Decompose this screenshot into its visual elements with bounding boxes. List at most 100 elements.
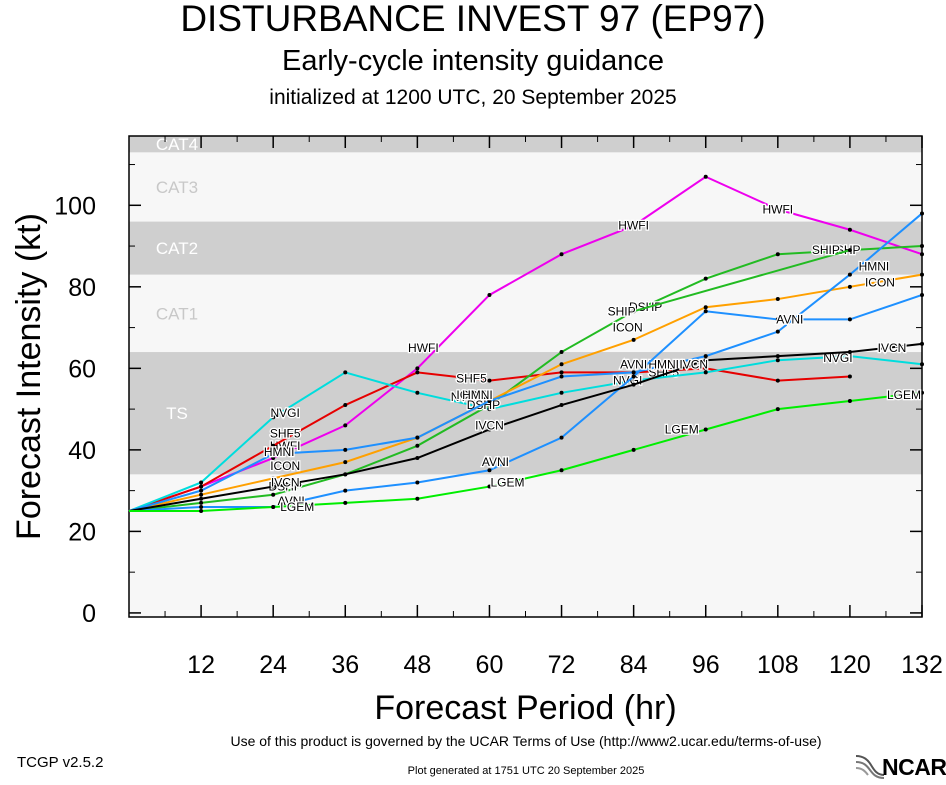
band-label-cat2: CAT2 <box>156 239 198 258</box>
data-point-ivcn <box>775 354 780 359</box>
series-label-icon: ICON <box>865 276 895 290</box>
data-point-hmni <box>271 451 276 456</box>
band-label-cat4: CAT4 <box>156 135 198 154</box>
data-point-icon <box>703 305 708 310</box>
data-point-nvgi <box>487 407 492 412</box>
data-point-hmni <box>920 211 924 216</box>
data-point-ivcn <box>271 484 276 489</box>
series-label-hmni: HMNI <box>859 259 890 273</box>
data-point-hwfi <box>920 252 924 257</box>
data-point-lgem <box>271 504 276 509</box>
series-line-ship <box>633 249 851 313</box>
series-label-ship: SHIP <box>608 304 636 318</box>
series-label-lgem: LGEM <box>280 500 314 514</box>
data-point-nvgi <box>271 415 276 420</box>
data-point-shf5 <box>847 374 852 379</box>
series-label-hwfi: HWFI <box>762 202 793 216</box>
data-point-dshp <box>775 252 780 257</box>
ncar-logo-text: NCAR <box>882 754 946 780</box>
x-tick-label: 132 <box>901 651 943 679</box>
series-label-icon: ICON <box>613 321 643 335</box>
series-label-avni: AVNI <box>620 357 647 371</box>
series-line-ivcn <box>128 342 923 513</box>
series-label-avni: AVNI <box>776 312 803 326</box>
series-lgem: LGEM LGEM LGEM LGEM <box>129 387 924 515</box>
data-point-hwfi <box>847 227 852 232</box>
series-label-icon: ICON <box>270 459 300 473</box>
band-cat2 <box>129 221 922 275</box>
x-tick-label: 108 <box>757 651 799 679</box>
data-point-nvgi <box>415 390 420 395</box>
series-ship: SHIP SHIP <box>606 242 852 320</box>
series-label-ivcn: IVCN <box>475 418 504 432</box>
data-point-lgem <box>415 496 420 501</box>
series-label-lgem: LGEM <box>665 422 699 436</box>
data-point-hmni <box>415 435 420 440</box>
data-point-nvgi <box>920 362 924 367</box>
band-label-cat3: CAT3 <box>156 178 198 197</box>
data-point-ivcn <box>847 350 852 355</box>
data-point-shf5 <box>199 484 204 489</box>
x-tick-label: 36 <box>331 651 359 679</box>
data-point-shf5 <box>559 370 564 375</box>
data-point-hwfi <box>559 252 564 257</box>
data-point-lgem <box>920 390 924 395</box>
data-point-dshp <box>271 492 276 497</box>
data-point-avni <box>920 292 924 297</box>
data-point-nvgi <box>631 378 636 383</box>
series-label-lgem: LGEM <box>887 388 921 402</box>
data-point-hwfi <box>487 292 492 297</box>
band-label-ts: TS <box>166 404 188 423</box>
data-point-lgem <box>775 407 780 412</box>
data-point-dshp <box>703 276 708 281</box>
data-point-ship <box>847 248 852 253</box>
data-point-icon <box>199 492 204 497</box>
y-axis-title: Forecast Intensity (kt) <box>10 213 48 540</box>
data-point-shf5 <box>487 378 492 383</box>
data-point-shf5 <box>703 366 708 371</box>
data-point-hwfi <box>703 174 708 179</box>
data-point-dshp <box>920 244 924 249</box>
generated-time: Plot generated at 1751 UTC 20 September … <box>407 765 645 777</box>
data-point-lgem <box>631 447 636 452</box>
data-point-nvgi <box>559 390 564 395</box>
series-icon: ICON ICON ICON ICON <box>128 272 924 512</box>
y-tick-label: 40 <box>68 437 96 465</box>
y-tick-label: 20 <box>68 518 96 546</box>
data-point-shf5 <box>271 443 276 448</box>
data-point-nvgi <box>199 480 204 485</box>
data-point-lgem <box>703 427 708 432</box>
data-point-shf5 <box>415 370 420 375</box>
data-point-icon <box>343 460 348 465</box>
y-tick-label: 100 <box>54 192 96 220</box>
data-point-ivcn <box>631 382 636 387</box>
ncar-logo: NCAR <box>854 750 946 785</box>
data-point-lgem <box>847 398 852 403</box>
init-time: initialized at 1200 UTC, 20 September 20… <box>269 86 677 109</box>
data-point-icon <box>271 476 276 481</box>
data-point-dshp <box>487 403 492 408</box>
data-point-ivcn <box>559 403 564 408</box>
series-label-avni: AVNI <box>482 455 509 469</box>
data-point-hmni <box>343 447 348 452</box>
data-point-hwfi <box>415 366 420 371</box>
y-tick-label: 60 <box>68 355 96 383</box>
data-point-shf5 <box>775 378 780 383</box>
data-point-shf5 <box>343 403 348 408</box>
series-label-ivcn: IVCN <box>679 357 708 371</box>
series-line-lgem <box>129 391 923 513</box>
data-point-avni <box>775 317 780 322</box>
series-label-shf5: SHF5 <box>456 372 487 386</box>
data-point-ivcn <box>343 472 348 477</box>
data-point-ivcn <box>487 427 492 432</box>
x-tick-label: 24 <box>259 651 287 679</box>
data-point-avni <box>631 374 636 379</box>
data-point-nvgi <box>775 358 780 363</box>
data-point-hwfi <box>631 223 636 228</box>
data-point-ship <box>631 309 636 314</box>
x-tick-label: 12 <box>187 651 215 679</box>
data-point-ivcn <box>703 358 708 363</box>
